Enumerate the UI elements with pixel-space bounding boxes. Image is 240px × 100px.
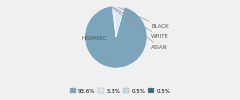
- Text: HISPANIC: HISPANIC: [81, 36, 114, 67]
- Wedge shape: [114, 6, 124, 37]
- Wedge shape: [85, 6, 147, 68]
- Text: WHITE: WHITE: [114, 7, 169, 39]
- Text: BLACK: BLACK: [119, 8, 169, 29]
- Legend: 93.6%, 5.3%, 0.5%, 0.5%: 93.6%, 5.3%, 0.5%, 0.5%: [70, 88, 170, 94]
- Wedge shape: [112, 6, 116, 37]
- Wedge shape: [113, 6, 116, 37]
- Text: ASIAN: ASIAN: [113, 8, 168, 50]
